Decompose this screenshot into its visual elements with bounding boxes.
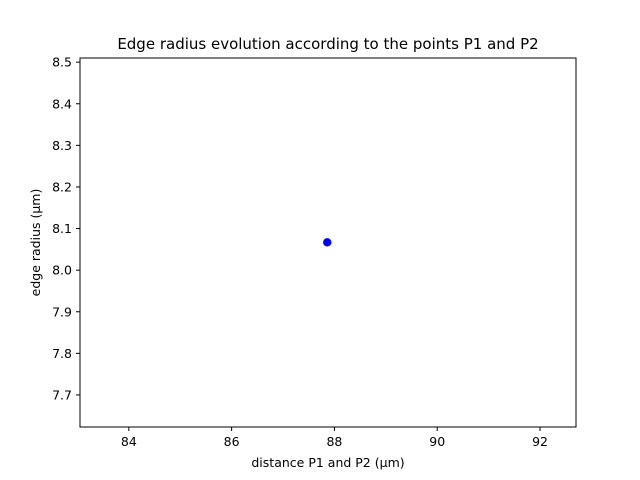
x-tick-label: 92 (532, 434, 548, 449)
y-tick-label: 8.5 (52, 55, 72, 70)
x-axis: 84 86 88 90 92 (121, 427, 548, 449)
y-axis: 7.7 7.8 7.9 8.0 8.1 8.2 8.3 8.4 8.5 (52, 55, 80, 402)
y-tick-label: 8.0 (52, 263, 72, 278)
x-tick-label: 88 (326, 434, 342, 449)
y-tick-label: 8.3 (52, 138, 72, 153)
y-tick-label: 7.8 (52, 346, 72, 361)
x-axis-label: distance P1 and P2 (µm) (251, 455, 404, 470)
data-points (323, 238, 332, 247)
y-axis-label: edge radius (µm) (28, 189, 43, 297)
data-point (323, 238, 332, 247)
x-tick-label: 90 (429, 434, 445, 449)
y-tick-label: 8.2 (52, 179, 72, 194)
chart-title: Edge radius evolution according to the p… (117, 35, 538, 53)
y-tick-label: 7.9 (52, 304, 72, 319)
y-tick-label: 8.4 (52, 96, 72, 111)
y-tick-label: 8.1 (52, 221, 72, 236)
x-tick-label: 86 (224, 434, 240, 449)
plot-frame (79, 57, 577, 428)
y-tick-label: 7.7 (52, 387, 72, 402)
x-tick-label: 84 (121, 434, 137, 449)
